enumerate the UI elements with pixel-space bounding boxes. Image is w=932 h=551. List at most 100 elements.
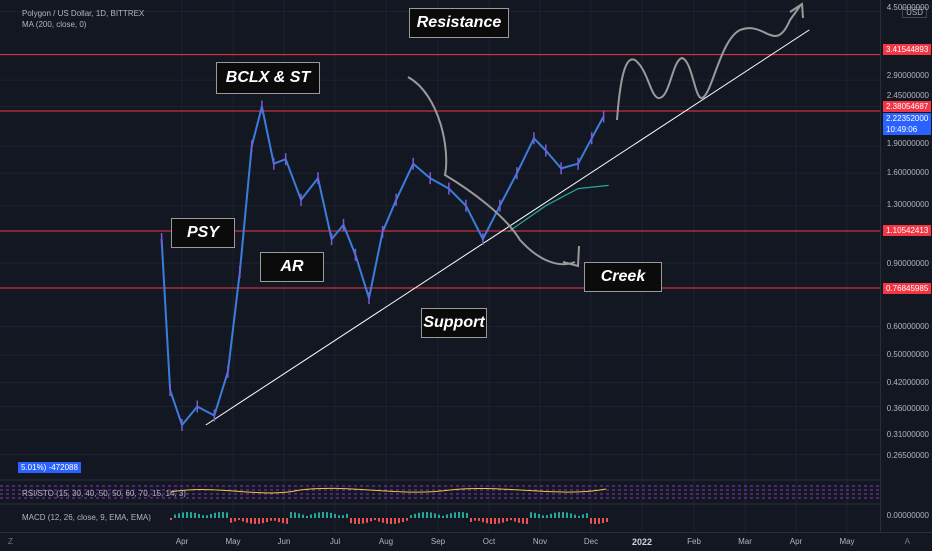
time-tick: Mar xyxy=(738,537,752,546)
rsi-stoch-label[interactable]: RSI/STO (15, 30, 40, 50, 50, 60, 70, 15,… xyxy=(22,489,186,498)
macd-histogram-bar xyxy=(270,518,272,521)
macd-histogram-bar xyxy=(282,518,284,524)
price-tick: 2.90000000 xyxy=(886,71,929,80)
macd-histogram-bar xyxy=(530,512,532,518)
macd-histogram-bar xyxy=(402,518,404,523)
symbol-title[interactable]: Polygon / US Dollar, 1D, BITTREX xyxy=(22,9,145,18)
macd-histogram-bar xyxy=(310,514,312,518)
time-tick: 2022 xyxy=(631,537,653,547)
macd-histogram-bar xyxy=(558,512,560,518)
time-tick: Jul xyxy=(329,537,341,546)
macd-histogram-bar xyxy=(578,515,580,518)
time-tick: Feb xyxy=(687,537,701,546)
macd-histogram-bar xyxy=(486,518,488,524)
annotation-psy[interactable]: PSY xyxy=(171,218,235,248)
macd-histogram-bar xyxy=(334,513,336,518)
price-chart[interactable]: Polygon / US Dollar, 1D, BITTREX MA (200… xyxy=(0,0,880,532)
zoom-toggle[interactable]: Z xyxy=(8,537,13,546)
macd-histogram-bar xyxy=(350,518,352,524)
currency-badge[interactable]: USD xyxy=(902,7,927,18)
ma-line xyxy=(508,184,609,233)
macd-histogram-bar xyxy=(490,518,492,524)
macd-histogram-bar xyxy=(454,512,456,518)
annotation-resistance[interactable]: Resistance xyxy=(409,8,509,38)
macd-histogram-bar xyxy=(518,518,520,523)
price-tick: 0.50000000 xyxy=(886,350,929,359)
macd-histogram-bar xyxy=(314,513,316,518)
time-axis[interactable]: Z Apr May Jun Jul Aug Sep Oct Nov Dec 20… xyxy=(0,532,932,551)
time-tick: Dec xyxy=(583,537,599,546)
macd-histogram-bar xyxy=(214,512,216,518)
macd-histogram-bar xyxy=(190,512,192,518)
price-tick: 0.42000000 xyxy=(886,378,929,387)
price-series xyxy=(160,100,605,431)
time-tick: Nov xyxy=(532,537,548,546)
macd-histogram-bar xyxy=(194,512,196,518)
time-tick: Apr xyxy=(175,537,189,546)
price-line xyxy=(160,105,605,426)
annotation-creek[interactable]: Creek xyxy=(584,262,662,292)
macd-histogram-bar xyxy=(438,514,440,518)
annotation-bclx-st[interactable]: BCLX & ST xyxy=(216,62,320,94)
time-tick: May xyxy=(225,537,241,546)
trend-line xyxy=(205,29,810,426)
macd-histogram-bar xyxy=(418,512,420,518)
macd-histogram-bar xyxy=(434,513,436,518)
sketch-down-arrow xyxy=(407,76,576,266)
macd-histogram-bar xyxy=(222,512,224,518)
macd-histogram-bar xyxy=(586,513,588,518)
price-tick: 0.31000000 xyxy=(886,430,929,439)
macd-histogram-bar xyxy=(478,518,480,521)
time-tick: Aug xyxy=(378,537,394,546)
current-price-label: 2.22352000 xyxy=(883,113,931,124)
macd-histogram-bar xyxy=(542,515,544,518)
macd-histogram-bar xyxy=(446,514,448,518)
macd-histogram-bar xyxy=(202,515,204,518)
macd-histogram-bar xyxy=(362,518,364,524)
macd-histogram-bar xyxy=(602,518,604,524)
macd-histogram-bar xyxy=(450,513,452,518)
macd-histogram-bar xyxy=(414,513,416,518)
macd-histogram-bar xyxy=(426,512,428,518)
chart-canvas[interactable] xyxy=(0,0,880,532)
sketch-projection-arrowhead xyxy=(789,2,804,19)
macd-histogram-bar xyxy=(550,513,552,518)
macd-histogram-bar xyxy=(174,514,176,518)
macd-histogram-bar xyxy=(390,518,392,524)
macd-histogram-bar xyxy=(574,514,576,518)
macd-histogram-bar xyxy=(562,512,564,518)
macd-histogram-bar xyxy=(502,518,504,523)
auto-scale-toggle[interactable]: A xyxy=(904,537,910,546)
horizontal-levels xyxy=(0,54,880,289)
macd-histogram-bar xyxy=(254,518,256,524)
macd-histogram-bar xyxy=(258,518,260,524)
macd-histogram-bar xyxy=(290,512,292,518)
macd-histogram-bar xyxy=(326,512,328,518)
macd-histogram-bar xyxy=(230,518,232,523)
macd-histogram-bar xyxy=(238,518,240,521)
price-tick: 0.90000000 xyxy=(886,259,929,268)
macd-histogram-bar xyxy=(286,518,288,524)
price-tick: 1.60000000 xyxy=(886,168,929,177)
annotation-ar[interactable]: AR xyxy=(260,252,324,282)
price-tick: 2.45000000 xyxy=(886,91,929,100)
macd-histogram-bar xyxy=(186,512,188,518)
macd-histogram-bar xyxy=(382,518,384,523)
time-tick: Apr xyxy=(789,537,803,546)
price-axis[interactable]: USD 4.50000000 2.90000000 2.45000000 1.9… xyxy=(880,0,932,532)
macd-label[interactable]: MACD (12, 26, close, 9, EMA, EMA) xyxy=(22,513,151,522)
macd-histogram-bar xyxy=(594,518,596,524)
macd-histogram-bar xyxy=(386,518,388,524)
macd-histogram-bar xyxy=(566,512,568,518)
ma-legend[interactable]: MA (200, close, 0) xyxy=(22,20,87,29)
annotation-support[interactable]: Support xyxy=(421,308,487,338)
macd-histogram-bar xyxy=(466,512,468,518)
macd-histogram-bar xyxy=(522,518,524,524)
macd-histogram-bar xyxy=(546,515,548,518)
trend-line-segment xyxy=(205,29,810,426)
macd-histogram-bar xyxy=(470,518,472,523)
macd-histogram-bar xyxy=(590,518,592,524)
macd-histogram-bar xyxy=(606,518,608,522)
chart-legend: Polygon / US Dollar, 1D, BITTREX MA (200… xyxy=(22,8,144,30)
price-tick: 4.50000000 xyxy=(886,3,929,12)
